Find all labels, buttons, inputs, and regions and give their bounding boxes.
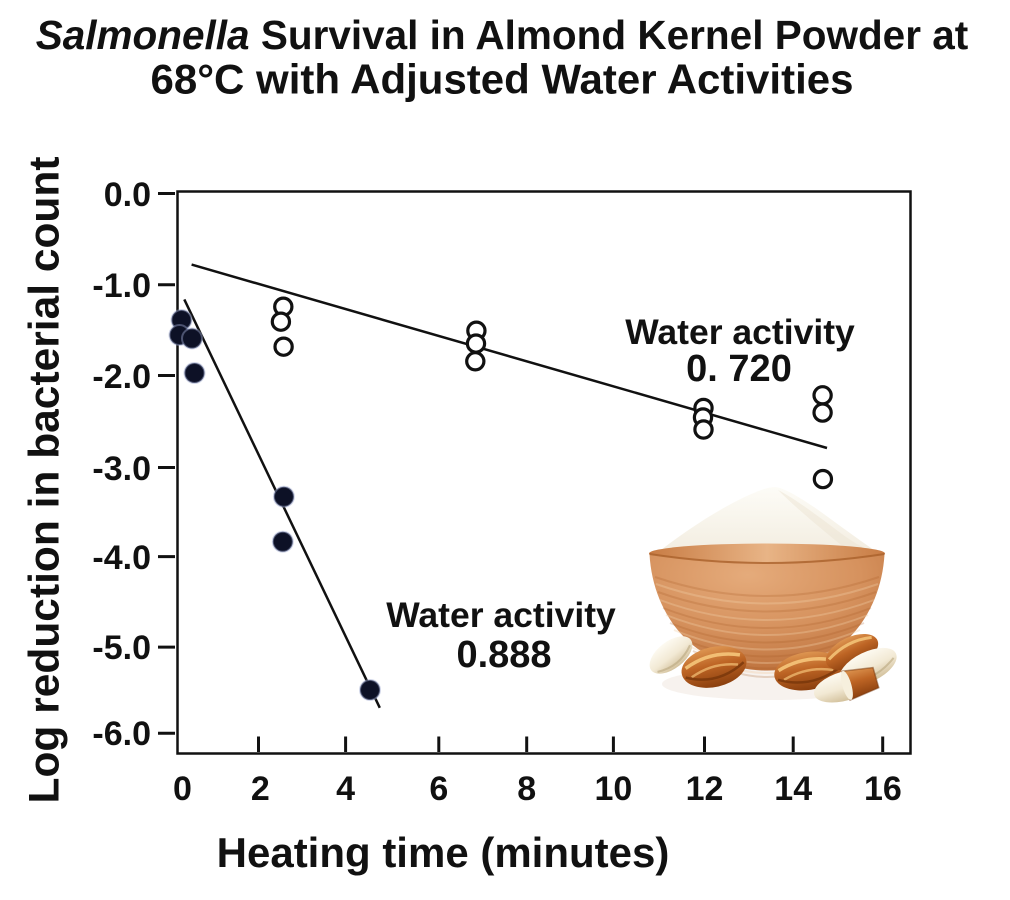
svg-text:0. 720: 0. 720 [686,348,792,390]
svg-text:-1.0: -1.0 [92,267,151,305]
svg-text:Heating time (minutes): Heating time (minutes) [217,829,670,876]
svg-text:Salmonella Survival in Almond: Salmonella Survival in Almond Kernel Pow… [36,12,969,58]
svg-text:Water activity: Water activity [386,595,616,635]
svg-text:Water activity: Water activity [625,312,855,352]
svg-text:8: 8 [517,770,536,808]
svg-text:2: 2 [251,770,270,808]
svg-text:14: 14 [774,770,812,808]
svg-text:0.0: 0.0 [104,176,151,214]
svg-text:-3.0: -3.0 [92,450,151,488]
svg-text:10: 10 [594,770,632,808]
svg-text:68°C with Adjusted Water Activ: 68°C with Adjusted Water Activities [151,56,854,103]
svg-text:4: 4 [336,770,355,808]
svg-text:-4.0: -4.0 [92,539,151,577]
svg-text:16: 16 [864,770,902,808]
svg-text:0.888: 0.888 [456,634,551,676]
svg-text:0: 0 [173,770,192,808]
svg-text:Log reduction in bacterial cou: Log reduction in bacterial count [22,157,69,804]
svg-text:-2.0: -2.0 [92,358,151,396]
svg-text:-6.0: -6.0 [92,715,151,753]
svg-text:-5.0: -5.0 [92,629,151,667]
svg-text:6: 6 [429,770,448,808]
svg-text:12: 12 [686,770,724,808]
